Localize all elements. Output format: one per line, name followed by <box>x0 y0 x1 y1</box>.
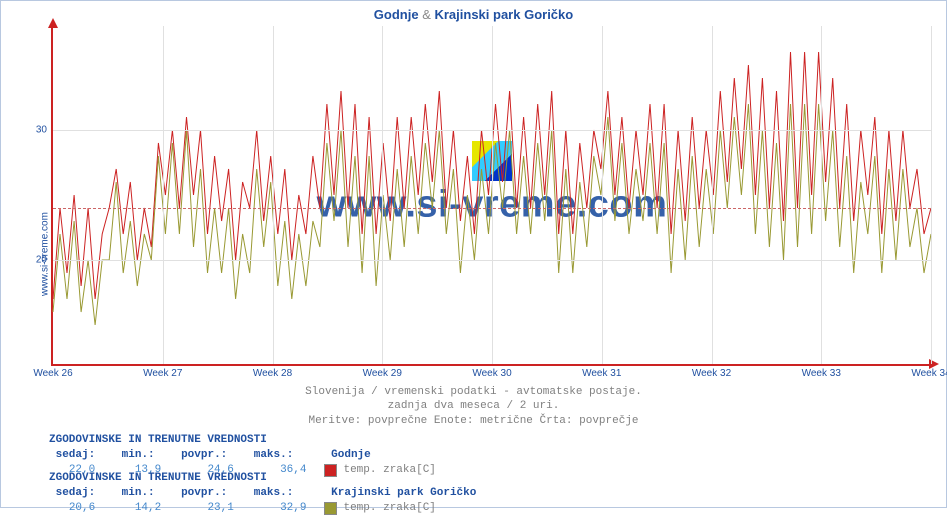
caption-block: Slovenija / vremenski podatki - avtomats… <box>1 385 946 428</box>
stats-header: ZGODOVINSKE IN TRENUTNE VREDNOSTI <box>49 433 436 448</box>
val-sedaj: 20,6 <box>49 501 122 516</box>
reference-line <box>53 208 931 209</box>
chart-title: Godnje & Krajinski park Goričko <box>1 7 946 22</box>
lbl-min: min.: <box>115 486 174 501</box>
x-tick-label: Week 34 <box>911 368 947 379</box>
lbl-sedaj: sedaj: <box>49 448 115 463</box>
lbl-min: min.: <box>115 448 174 463</box>
lbl-maks: maks.: <box>247 486 313 501</box>
x-tick-label: Week 26 <box>33 368 72 379</box>
x-tick-label: Week 32 <box>692 368 731 379</box>
val-povpr: 23,1 <box>188 501 261 516</box>
series-name-2: Krajinski park Goričko <box>331 486 476 501</box>
lbl-sedaj: sedaj: <box>49 486 115 501</box>
x-tick-label: Week 27 <box>143 368 182 379</box>
title-ampersand: & <box>422 7 431 22</box>
stats-values-row: 20,6 14,2 23,1 32,9 temp. zraka[C] <box>49 501 476 516</box>
lbl-povpr: povpr.: <box>174 448 247 463</box>
plot-area: www.si-vreme.com 2030Week 26Week 27Week … <box>51 26 931 366</box>
var-label-2: temp. zraka[C] <box>343 501 435 516</box>
lbl-maks: maks.: <box>247 448 313 463</box>
stats-labels-row: sedaj: min.: povpr.: maks.: Krajinski pa… <box>49 486 476 501</box>
stats-labels-row: sedaj: min.: povpr.: maks.: Godnje <box>49 448 436 463</box>
series-name-1: Godnje <box>331 448 371 463</box>
lbl-povpr: povpr.: <box>174 486 247 501</box>
caption-line-3: Meritve: povprečne Enote: metrične Črta:… <box>1 414 946 428</box>
x-tick-label: Week 33 <box>802 368 841 379</box>
stats-header: ZGODOVINSKE IN TRENUTNE VREDNOSTI <box>49 471 476 486</box>
x-tick-label: Week 29 <box>363 368 402 379</box>
val-maks: 32,9 <box>260 501 306 516</box>
stats-block-2: ZGODOVINSKE IN TRENUTNE VREDNOSTI sedaj:… <box>49 471 476 516</box>
y-tick-label: 20 <box>36 255 47 266</box>
y-tick-label: 30 <box>36 125 47 136</box>
x-tick-label: Week 31 <box>582 368 621 379</box>
x-tick-label: Week 30 <box>472 368 511 379</box>
chart-frame: www.si-vreme.com Godnje & Krajinski park… <box>0 0 947 508</box>
x-tick-label: Week 28 <box>253 368 292 379</box>
caption-line-1: Slovenija / vremenski podatki - avtomats… <box>1 385 946 399</box>
title-series-b: Krajinski park Goričko <box>434 7 573 22</box>
caption-line-2: zadnja dva meseca / 2 uri. <box>1 399 946 413</box>
swatch-olive-icon <box>324 502 337 515</box>
val-min: 14,2 <box>122 501 188 516</box>
title-series-a: Godnje <box>374 7 419 22</box>
